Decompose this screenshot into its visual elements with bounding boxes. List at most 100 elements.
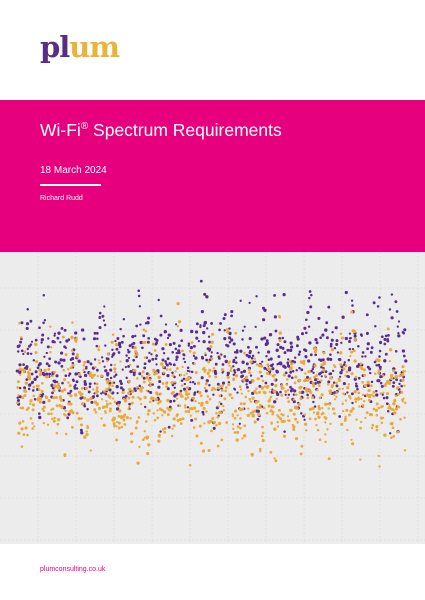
- purple-point: [119, 379, 122, 383]
- purple-point: [57, 361, 61, 365]
- purple-point: [380, 335, 384, 339]
- gold-point: [194, 417, 198, 421]
- purple-point: [182, 357, 185, 360]
- gold-point: [348, 413, 351, 417]
- purple-point: [122, 317, 126, 321]
- purple-point: [348, 332, 352, 335]
- purple-point: [68, 372, 72, 376]
- gold-point: [358, 405, 361, 408]
- purple-point: [249, 349, 252, 353]
- gold-point: [308, 377, 312, 381]
- gold-point: [23, 350, 27, 353]
- purple-point: [370, 380, 374, 384]
- gold-point: [276, 420, 279, 424]
- gold-point: [398, 374, 402, 378]
- gold-point: [389, 348, 393, 352]
- gold-point: [31, 422, 34, 425]
- gold-point: [20, 445, 24, 448]
- gold-point: [344, 364, 348, 368]
- gold-point: [286, 415, 290, 418]
- gold-point: [341, 402, 345, 406]
- purple-point: [218, 328, 221, 332]
- purple-point: [79, 428, 83, 432]
- purple-point: [108, 388, 112, 392]
- gold-point: [26, 433, 29, 437]
- purple-point: [309, 353, 313, 357]
- purple-point: [175, 351, 178, 355]
- purple-point: [59, 341, 62, 344]
- gold-point: [165, 381, 169, 385]
- purple-point: [155, 363, 158, 366]
- purple-point: [246, 345, 250, 349]
- purple-point: [267, 358, 271, 362]
- gold-point: [18, 367, 22, 371]
- gold-point: [359, 426, 362, 430]
- gold-point: [206, 395, 210, 398]
- purple-point: [60, 364, 64, 368]
- gold-point: [266, 363, 270, 367]
- gold-point: [154, 397, 159, 402]
- gold-point: [160, 362, 164, 366]
- purple-point: [400, 384, 404, 388]
- gold-point: [133, 354, 137, 358]
- gold-point: [220, 438, 224, 442]
- purple-point: [95, 344, 99, 348]
- purple-point: [167, 333, 171, 337]
- gold-point: [261, 431, 265, 435]
- gold-point: [269, 373, 272, 376]
- gold-point: [219, 354, 222, 357]
- gold-point: [371, 423, 375, 427]
- gold-point: [343, 419, 347, 422]
- purple-point: [277, 355, 281, 359]
- gold-point: [29, 417, 33, 420]
- purple-point: [169, 363, 173, 366]
- purple-point: [200, 376, 204, 380]
- gold-point: [18, 421, 22, 425]
- gold-point: [71, 321, 74, 324]
- gold-point: [333, 412, 336, 415]
- gold-point: [68, 384, 72, 388]
- purple-point: [48, 372, 52, 376]
- purple-point: [289, 370, 293, 374]
- gold-point: [29, 399, 33, 403]
- purple-point: [254, 360, 257, 363]
- gold-point: [193, 362, 196, 365]
- purple-point: [369, 350, 373, 354]
- gold-point: [165, 385, 168, 388]
- gold-point: [83, 435, 87, 439]
- gold-point: [249, 411, 253, 415]
- purple-point: [86, 407, 89, 411]
- gold-point: [242, 378, 246, 382]
- gold-point: [308, 417, 312, 421]
- gold-point: [85, 430, 88, 433]
- purple-point: [183, 382, 186, 386]
- gold-point: [192, 406, 197, 410]
- gold-point: [142, 380, 146, 384]
- scatter-artwork: [0, 252, 425, 544]
- gold-point: [181, 417, 185, 421]
- gold-point: [261, 438, 265, 443]
- gold-point: [88, 373, 93, 378]
- gold-point: [176, 301, 180, 306]
- gold-point: [110, 340, 114, 344]
- registered-mark: ®: [80, 121, 89, 133]
- purple-point: [233, 371, 237, 374]
- purple-point: [134, 334, 137, 338]
- gold-point: [89, 371, 92, 375]
- gold-point: [370, 426, 374, 430]
- gold-point: [188, 349, 192, 353]
- gold-point: [265, 411, 269, 415]
- purple-point: [293, 360, 297, 364]
- website-link[interactable]: plumconsulting.co.uk: [40, 566, 106, 573]
- gold-point: [231, 423, 235, 426]
- purple-point: [103, 305, 106, 308]
- purple-point: [161, 347, 165, 351]
- cover-artwork: [0, 252, 425, 544]
- gold-point: [64, 413, 67, 417]
- purple-point: [263, 366, 267, 370]
- purple-point: [343, 361, 346, 364]
- gold-point: [248, 397, 252, 401]
- gold-point: [304, 372, 307, 375]
- gold-point: [329, 422, 332, 426]
- purple-point: [75, 387, 79, 390]
